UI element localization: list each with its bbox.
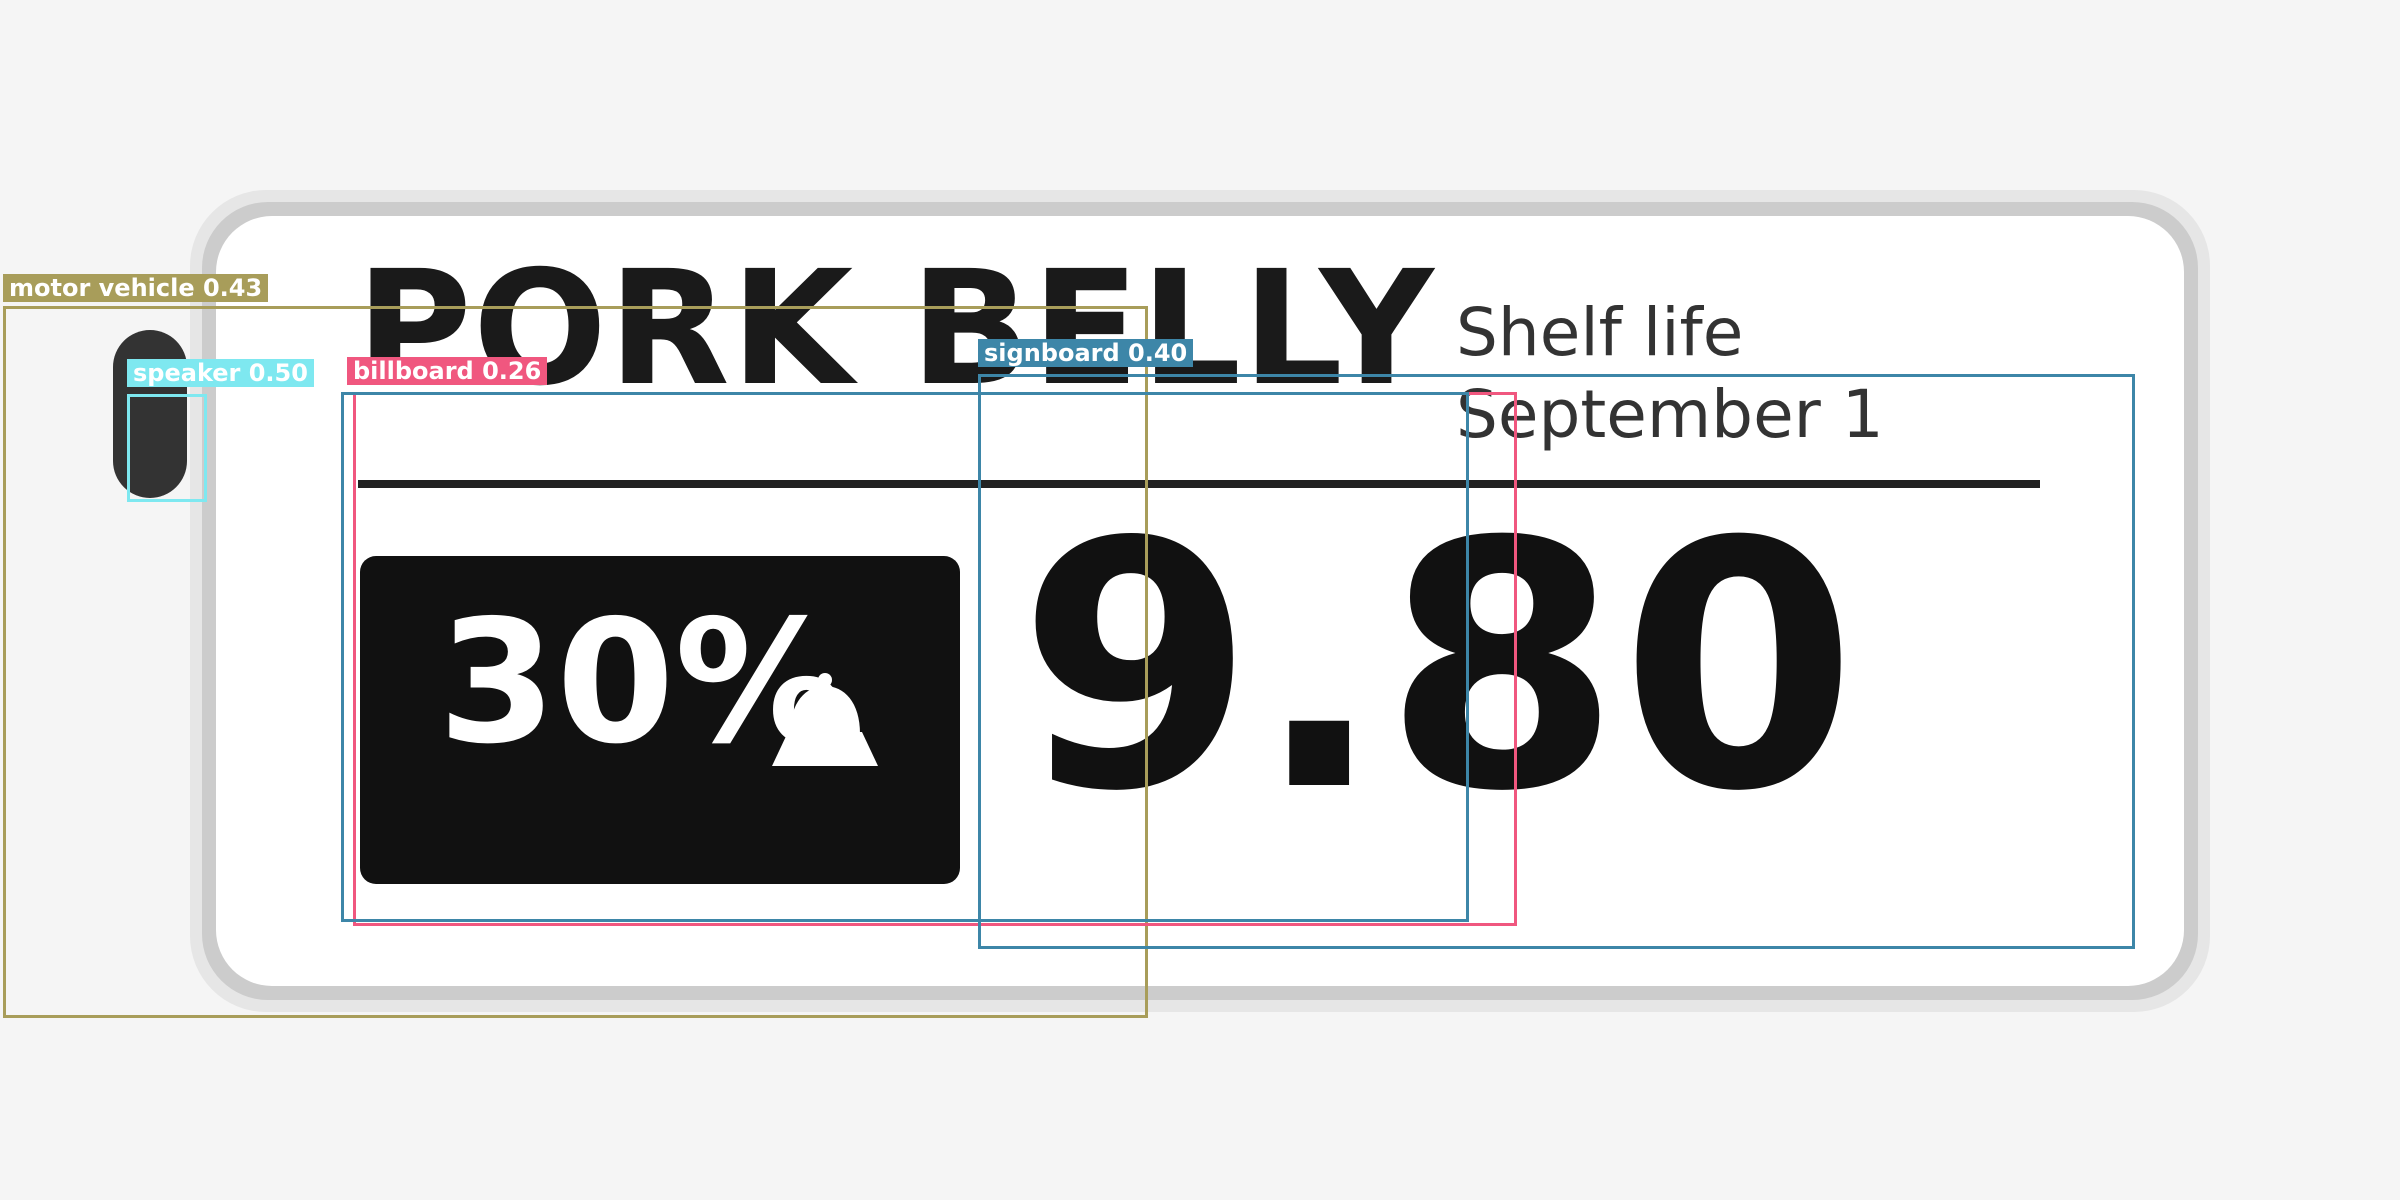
detection-box-signboard-inner	[341, 392, 1469, 922]
shelf-life-label: Shelf life	[1456, 294, 1744, 371]
detection-label-billboard: billboard 0.26	[347, 357, 548, 385]
detection-box-signboard	[978, 374, 2135, 949]
detection-box-motor-vehicle	[3, 306, 1148, 1018]
shelf-life: Shelf life September 1	[1456, 292, 1884, 456]
bell-icon	[772, 673, 878, 766]
detection-box-speaker	[127, 394, 207, 502]
detection-label-signboard: signboard 0.40	[978, 339, 1194, 367]
discount-badge	[360, 556, 960, 884]
hanger-slot-icon	[113, 330, 187, 498]
detection-label-motor-vehicle: motor vehicle 0.43	[3, 274, 269, 302]
detection-label-speaker: speaker 0.50	[127, 359, 314, 387]
shelf-life-date: September 1	[1456, 376, 1884, 453]
divider	[358, 480, 2040, 488]
discount-value: 30%	[438, 584, 845, 782]
price-value: 9.80	[1018, 470, 1857, 866]
